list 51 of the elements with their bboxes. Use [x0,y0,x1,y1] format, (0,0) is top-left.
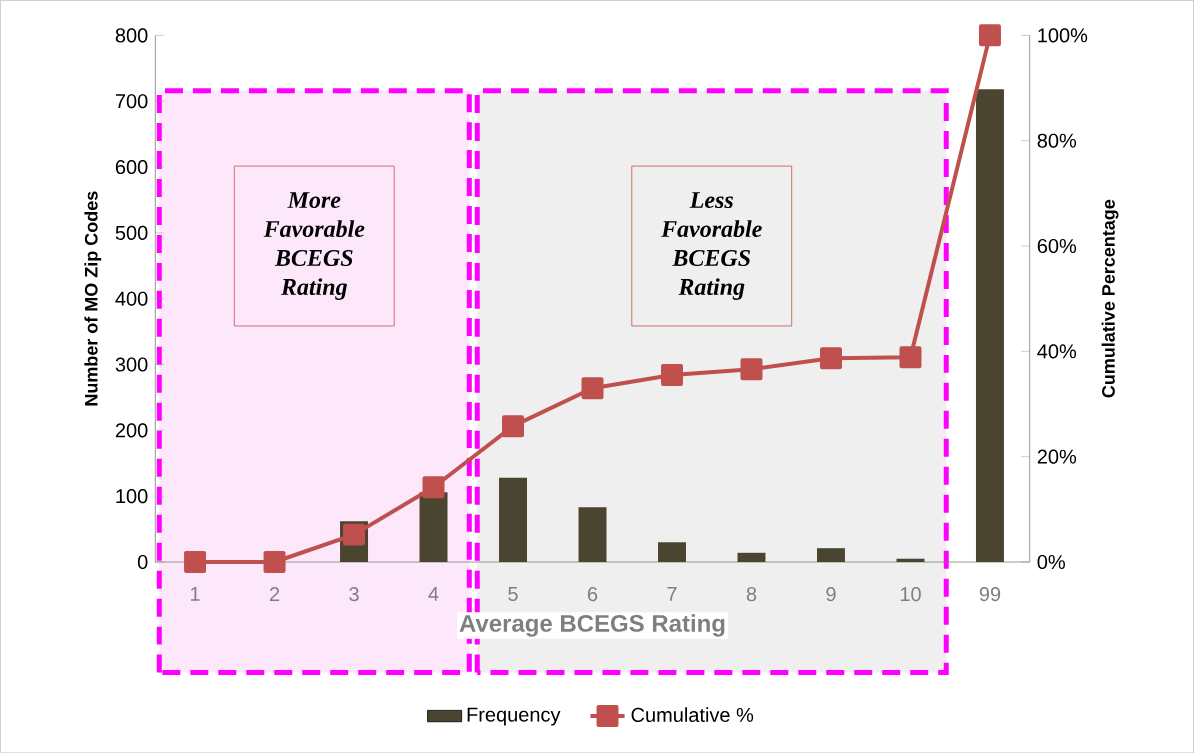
y-tick-label: 700 [115,94,148,109]
y-tick-label: 500 [115,225,148,240]
bar [896,558,925,562]
bar [658,542,686,562]
x-tick-label: 4 [428,586,439,601]
y2-tick-label: 80% [1037,133,1077,148]
y-tick-label: 800 [115,28,148,43]
y2-tick-label: 20% [1037,449,1077,464]
x-axis-title: Average BCEGS Rating [459,614,725,637]
point [184,550,207,573]
bar [737,552,766,562]
y-tick-label: 300 [115,357,148,372]
legend-label: Cumulative % [631,707,754,722]
bar [975,89,1004,562]
y2-tick-label: 100% [1038,28,1088,43]
point [422,476,445,499]
y-tick-label: 400 [115,291,148,306]
point [978,24,1001,47]
x-tick-label: 99 [979,586,1001,602]
x-tick-label: 1 [191,586,200,601]
point [581,377,604,400]
bar [578,507,607,562]
x-tick-label: 5 [508,586,518,601]
band-label: Less Favorable BCEGS Rating [661,192,762,300]
point [502,415,525,437]
y2-tick-label: 0% [1037,554,1065,569]
x-tick-label: 10 [900,586,921,602]
x-tick-label: 8 [746,586,757,602]
y2-tick-label: 60% [1037,238,1077,253]
x-tick-label: 6 [587,586,598,602]
point [263,550,286,573]
y-tick-label: 600 [115,159,148,174]
y2-axis-title: Cumulative Percentage [1101,199,1119,398]
point [740,358,763,381]
x-tick-label: 3 [349,586,359,602]
y2-tick-label: 40% [1037,344,1077,359]
x-tick-label: 2 [269,586,280,601]
bar [499,477,528,562]
x-tick-label: 7 [667,586,677,601]
point [661,363,683,386]
y-tick-label: 0 [137,554,148,569]
legend-label: Frequency [467,707,561,726]
y-tick-label: 100 [116,488,148,504]
y-tick-label: 200 [115,423,148,438]
bar [419,492,448,562]
point [899,346,922,368]
y-axis-title: Number of MO Zip Codes [84,191,102,406]
bar [816,548,845,562]
x-tick-label: 9 [826,586,836,602]
point [819,347,842,370]
band-label: More Favorable BCEGS Rating [263,192,365,300]
